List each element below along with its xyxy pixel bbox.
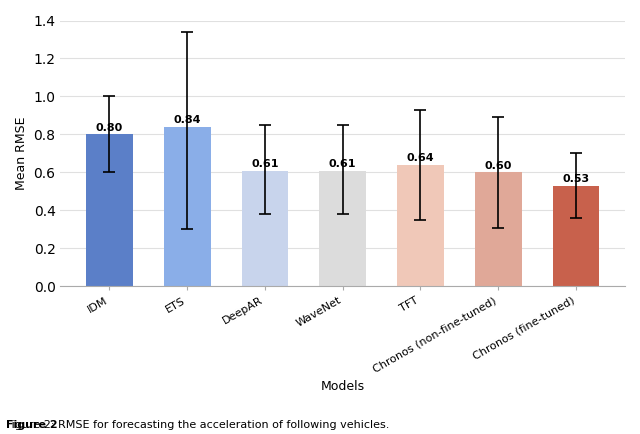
- Bar: [164, 127, 211, 286]
- Text: Figure 2: RMSE for forecasting the acceleration of following vehicles.: Figure 2: RMSE for forecasting the accel…: [6, 420, 390, 430]
- Text: 0.64: 0.64: [406, 153, 435, 163]
- Bar: [86, 135, 132, 286]
- Text: 0.60: 0.60: [484, 161, 512, 171]
- Text: 0.61: 0.61: [329, 159, 356, 169]
- Bar: [397, 165, 444, 286]
- Bar: [242, 171, 288, 286]
- Text: 0.53: 0.53: [563, 174, 589, 184]
- Y-axis label: Mean RMSE: Mean RMSE: [15, 117, 28, 190]
- Bar: [475, 172, 522, 286]
- X-axis label: Models: Models: [321, 380, 365, 393]
- Text: 0.80: 0.80: [96, 122, 123, 132]
- Text: 0.61: 0.61: [251, 159, 278, 169]
- Text: Figure 2: Figure 2: [6, 420, 58, 430]
- Bar: [319, 171, 366, 286]
- Bar: [553, 186, 599, 286]
- Text: 0.84: 0.84: [173, 115, 201, 125]
